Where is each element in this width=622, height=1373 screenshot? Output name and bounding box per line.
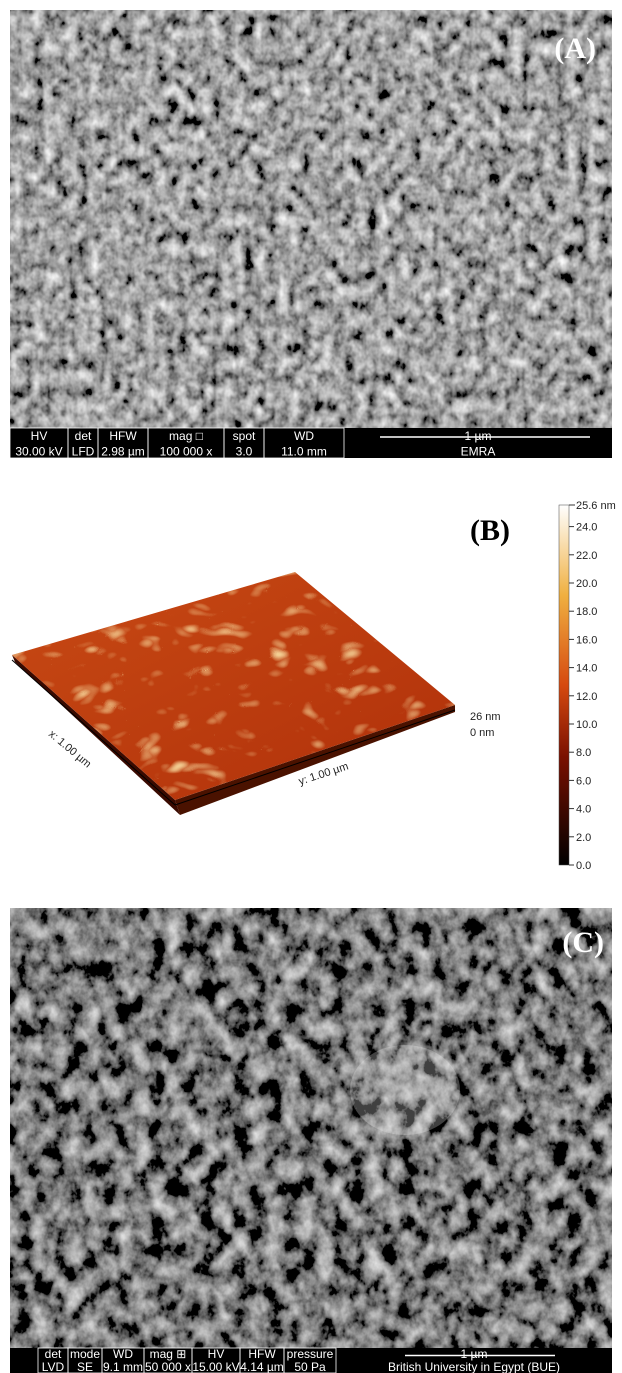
info-header: HV bbox=[31, 429, 48, 443]
colorbar-tick-label: 12.0 bbox=[576, 691, 597, 703]
scale-label: 1 µm bbox=[461, 1347, 488, 1361]
colorbar-tick-label: 2.0 bbox=[576, 832, 591, 844]
bright-patch bbox=[350, 1045, 460, 1135]
info-header: WD bbox=[294, 429, 314, 443]
colorbar-tick-label: 16.0 bbox=[576, 634, 597, 646]
colorbar-tick-label: 20.0 bbox=[576, 578, 597, 590]
colorbar-tick-label: 0.0 bbox=[576, 860, 591, 872]
info-value: 100 000 x bbox=[160, 445, 213, 459]
z-min-label: 0 nm bbox=[470, 727, 494, 739]
info-value: 50 Pa bbox=[294, 1360, 326, 1373]
scale-label: 1 µm bbox=[465, 429, 492, 443]
info-header: mode bbox=[70, 1347, 100, 1361]
facility: British University in Egypt (BUE) bbox=[388, 1360, 560, 1373]
info-value: SE bbox=[77, 1360, 93, 1373]
colorbar-ticks: 0.0 2.0 4.0 6.0 8.0 10.0 12.0 14.0 16.0 18.0 20.0 2… bbox=[569, 522, 597, 872]
colorbar-tick-label: 18.0 bbox=[576, 606, 597, 618]
info-header: mag □ bbox=[169, 429, 203, 443]
info-header: pressure bbox=[287, 1347, 334, 1361]
info-value: 15.00 kV bbox=[192, 1360, 239, 1373]
panel-label: (B) bbox=[470, 514, 510, 547]
sem-image bbox=[10, 908, 612, 1348]
info-header: HFW bbox=[109, 429, 137, 443]
info-header: det bbox=[75, 429, 92, 443]
info-bar: HV 30.00 kV det LFD HFW 2.98 µm mag □ 100 000 x… bbox=[10, 428, 612, 459]
colorbar-tick-label: 4.0 bbox=[576, 804, 591, 816]
info-value: 3.0 bbox=[236, 445, 253, 459]
panel-label: (C) bbox=[562, 926, 604, 959]
info-header: spot bbox=[233, 429, 256, 443]
info-value: 50 000 x bbox=[145, 1360, 191, 1373]
afm-surface bbox=[0, 560, 470, 820]
x-axis-label: x: 1.00 µm bbox=[46, 728, 93, 770]
colorbar-tick-label: 8.0 bbox=[576, 747, 591, 759]
info-value: LFD bbox=[72, 445, 95, 459]
info-header: mag ⊞ bbox=[150, 1347, 187, 1361]
sem-image bbox=[10, 10, 612, 428]
info-value: 9.1 mm bbox=[103, 1360, 143, 1373]
info-value: 30.00 kV bbox=[15, 445, 62, 459]
info-header: HFW bbox=[248, 1347, 276, 1361]
info-header: det bbox=[45, 1347, 62, 1361]
info-header: HV bbox=[208, 1347, 225, 1361]
info-value: 4.14 µm bbox=[240, 1360, 284, 1373]
panel-label: (A) bbox=[554, 32, 596, 65]
info-value: 2.98 µm bbox=[101, 445, 145, 459]
z-max-label: 26 nm bbox=[470, 711, 501, 723]
colorbar-tick-label: 24.0 bbox=[576, 522, 597, 534]
colorbar-tick-label: 14.0 bbox=[576, 663, 597, 675]
colorbar-tick-label: 10.0 bbox=[576, 719, 597, 731]
info-value: 11.0 mm bbox=[281, 445, 327, 459]
colorbar bbox=[559, 505, 569, 865]
colorbar-tick-label: 22.0 bbox=[576, 550, 597, 562]
colorbar-max: 25.6 nm bbox=[576, 500, 616, 512]
info-header: WD bbox=[113, 1347, 133, 1361]
facility: EMRA bbox=[461, 445, 496, 459]
colorbar-tick-label: 6.0 bbox=[576, 775, 591, 787]
figure: (A) HV 30.00 kV det LFD HFW 2.98 µm mag □ 100 0… bbox=[0, 0, 622, 1373]
info-value: LVD bbox=[42, 1360, 65, 1373]
